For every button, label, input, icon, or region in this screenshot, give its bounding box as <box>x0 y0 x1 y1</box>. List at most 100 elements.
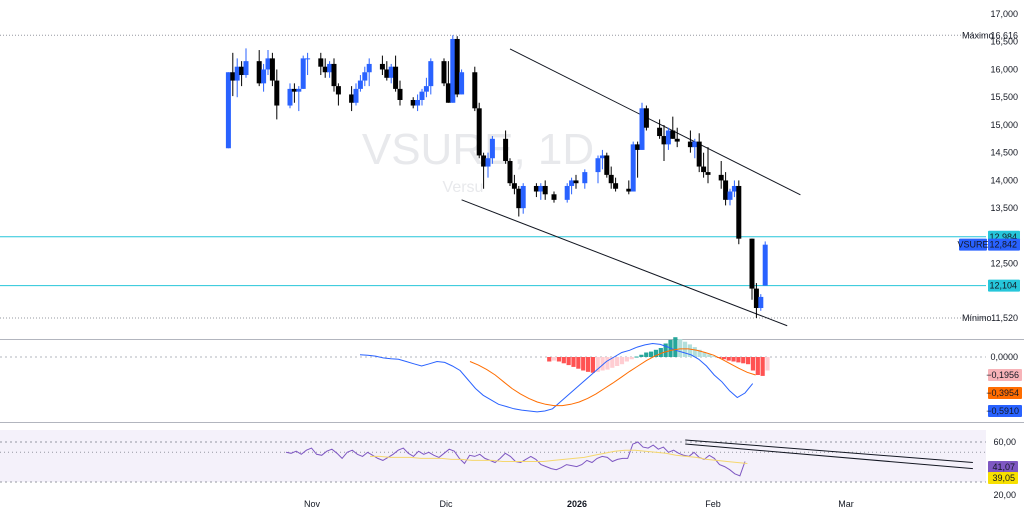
candle <box>533 183 539 198</box>
rsi-tick-label: 20,00 <box>993 490 1016 500</box>
max-value: 16,616 <box>990 30 1018 40</box>
candle <box>230 52 236 97</box>
candle <box>459 69 465 95</box>
candle <box>723 172 729 206</box>
candle <box>415 94 421 112</box>
candle-body <box>397 88 403 100</box>
candle-body <box>507 161 513 184</box>
price-tick-label: 14,000 <box>990 175 1018 185</box>
candle <box>705 147 711 184</box>
macd-hist-bar <box>755 357 760 375</box>
macd-hist-bar <box>585 357 591 372</box>
macd-hist-bar <box>673 337 678 357</box>
candle <box>225 72 231 149</box>
macd-hist-bar <box>600 357 605 371</box>
candle <box>626 180 632 195</box>
macd-hist-bar <box>639 354 644 357</box>
macd-hist-bar <box>605 357 610 370</box>
candle-body <box>472 72 478 109</box>
candle <box>485 152 491 178</box>
rsi-badge-value: 41,07 <box>992 462 1015 472</box>
macd-hist-bar <box>561 357 566 364</box>
candle-body <box>353 88 359 103</box>
macd-badge <box>988 369 1022 381</box>
candle <box>758 294 764 311</box>
candle-body <box>445 83 451 103</box>
macd-hist-bar <box>581 357 586 371</box>
candle <box>608 166 614 189</box>
macd-hist-bar <box>712 356 717 358</box>
candle <box>749 238 755 300</box>
candle <box>639 102 645 150</box>
price-tick-label: 16,500 <box>990 37 1018 47</box>
candle <box>366 58 372 87</box>
candle <box>657 119 663 139</box>
candle-body <box>459 72 465 95</box>
macd-hist-bar <box>678 339 683 357</box>
candle <box>599 149 605 170</box>
candle <box>322 58 328 78</box>
candle-body <box>626 188 632 192</box>
macd-hist-bar <box>707 354 712 357</box>
candle <box>410 97 416 109</box>
candle <box>489 136 495 164</box>
candle <box>349 86 355 112</box>
time-tick-label: Dic <box>440 499 453 509</box>
candle <box>551 191 557 203</box>
candle <box>454 36 460 98</box>
candle-body <box>661 136 667 145</box>
macd-hist-bar <box>697 349 702 357</box>
price-pane <box>0 34 986 327</box>
candle <box>327 61 333 78</box>
price-tick-label: 17,000 <box>990 9 1018 19</box>
candle-body <box>665 130 671 145</box>
candle-body <box>322 66 328 73</box>
time-tick-label: Nov <box>304 499 321 509</box>
candle-body <box>481 155 487 167</box>
macd-hist-bar <box>552 357 557 361</box>
macd-hist-bar <box>644 352 649 357</box>
candle-body <box>727 191 733 200</box>
candle-body <box>485 158 491 167</box>
candle <box>582 169 588 189</box>
candle <box>538 183 544 200</box>
candle <box>731 180 737 198</box>
rsi-ma-line <box>370 449 748 464</box>
candle <box>476 102 482 159</box>
rsi-pane <box>0 439 986 483</box>
candle-body <box>379 63 385 70</box>
price-tick-label: 13,500 <box>990 203 1018 213</box>
candle-body <box>291 88 297 92</box>
rsi-channel-lower <box>685 443 973 470</box>
candle <box>643 105 649 131</box>
candle-body <box>296 88 302 92</box>
watermark-name: Versu <box>443 179 484 196</box>
candle-body <box>520 185 526 209</box>
macd-hist-bar <box>746 357 751 365</box>
macd-hist-bar <box>576 357 581 369</box>
candle <box>291 83 297 103</box>
macd-hist-bar <box>653 349 659 357</box>
macd-hist-bar <box>760 357 765 376</box>
candle <box>296 86 302 112</box>
candle-body <box>705 172 711 175</box>
candle <box>573 174 579 189</box>
candle <box>569 177 575 195</box>
candle-body <box>318 58 324 67</box>
candle-body <box>564 185 570 200</box>
candle <box>542 180 548 200</box>
candle-body <box>239 66 245 76</box>
macd-hist-bar <box>731 357 736 362</box>
candle <box>450 35 456 103</box>
signal-line <box>469 348 756 407</box>
candle <box>507 158 513 186</box>
candle-body <box>243 61 249 76</box>
candle-body <box>265 58 271 70</box>
candle <box>472 66 478 112</box>
level-badge-value: 12,104 <box>989 281 1017 291</box>
candle <box>687 130 693 153</box>
candle <box>564 183 570 203</box>
candle <box>481 152 487 189</box>
candle <box>604 152 610 178</box>
